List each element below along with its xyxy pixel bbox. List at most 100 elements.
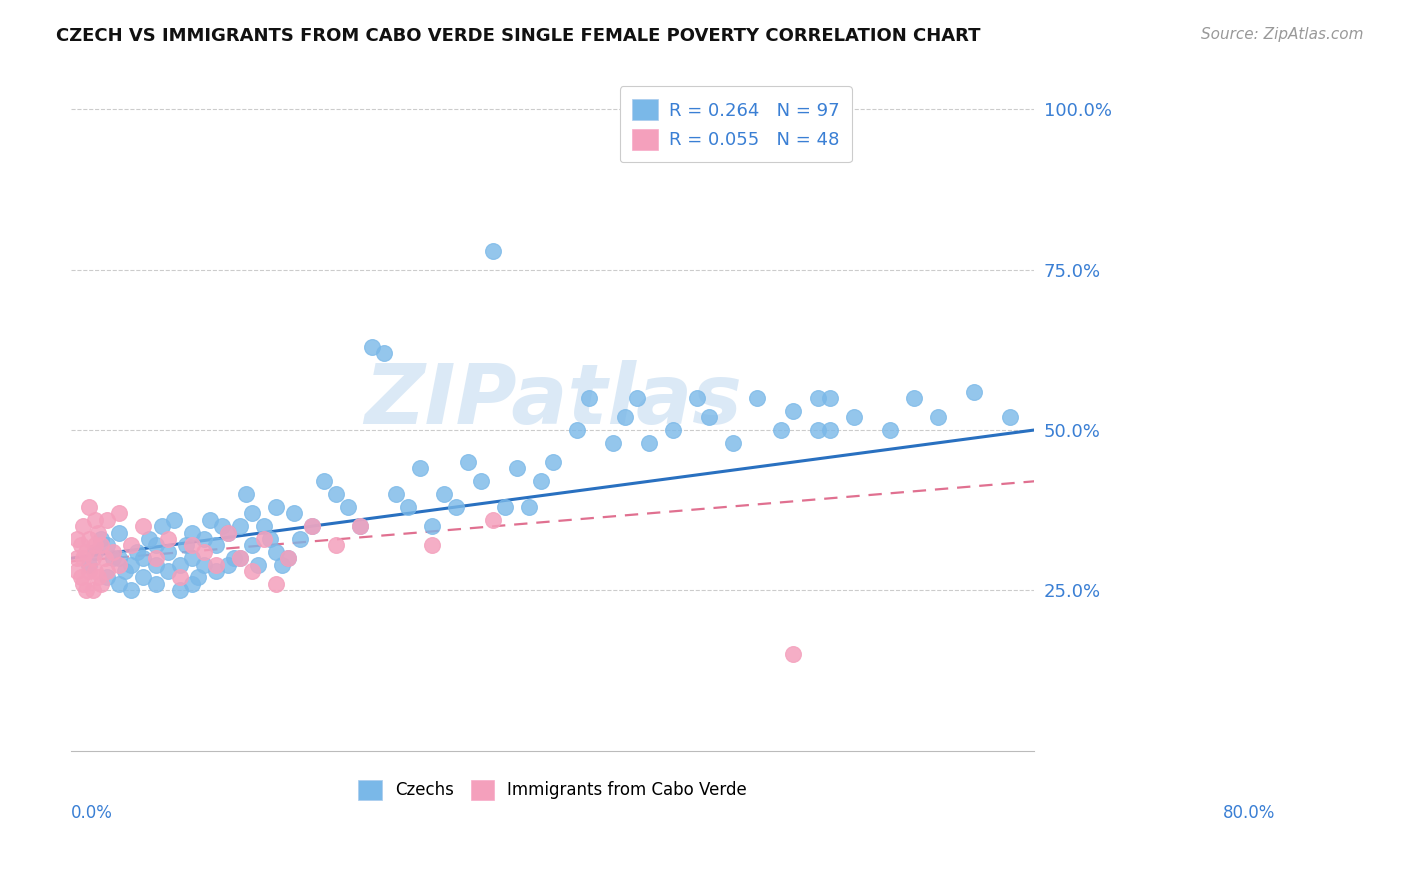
Point bbox=[662, 423, 685, 437]
Point bbox=[75, 583, 97, 598]
Point bbox=[288, 532, 311, 546]
Point bbox=[517, 500, 540, 514]
Text: 0.0%: 0.0% bbox=[72, 805, 112, 822]
Point bbox=[87, 525, 110, 540]
Point bbox=[229, 551, 252, 566]
Point bbox=[138, 532, 160, 546]
Point bbox=[75, 545, 97, 559]
Point bbox=[108, 558, 131, 572]
Point bbox=[84, 513, 107, 527]
Point bbox=[283, 507, 305, 521]
Point bbox=[240, 507, 263, 521]
Point bbox=[270, 558, 292, 572]
Point bbox=[253, 519, 276, 533]
Point bbox=[470, 475, 492, 489]
Point bbox=[180, 525, 202, 540]
Point bbox=[94, 551, 117, 566]
Point bbox=[578, 391, 600, 405]
Point bbox=[217, 525, 239, 540]
Point bbox=[145, 538, 167, 552]
Point bbox=[259, 532, 281, 546]
Point bbox=[361, 340, 384, 354]
Point bbox=[79, 532, 101, 546]
Point bbox=[84, 545, 107, 559]
Point bbox=[87, 570, 110, 584]
Point bbox=[204, 538, 226, 552]
Point bbox=[90, 532, 112, 546]
Point bbox=[84, 564, 107, 578]
Point bbox=[301, 519, 323, 533]
Point bbox=[686, 391, 709, 405]
Point bbox=[697, 410, 720, 425]
Point bbox=[806, 423, 828, 437]
Point bbox=[349, 519, 371, 533]
Point bbox=[120, 583, 142, 598]
Point bbox=[613, 410, 636, 425]
Text: 80.0%: 80.0% bbox=[1223, 805, 1275, 822]
Point bbox=[187, 570, 209, 584]
Point bbox=[222, 551, 245, 566]
Point bbox=[132, 519, 155, 533]
Point bbox=[150, 519, 173, 533]
Point bbox=[211, 519, 233, 533]
Point bbox=[103, 551, 125, 566]
Point bbox=[963, 384, 986, 399]
Point bbox=[169, 583, 191, 598]
Point bbox=[337, 500, 360, 514]
Point bbox=[998, 410, 1021, 425]
Point bbox=[240, 538, 263, 552]
Point bbox=[156, 532, 179, 546]
Point bbox=[264, 500, 287, 514]
Point bbox=[156, 564, 179, 578]
Point bbox=[879, 423, 901, 437]
Point bbox=[156, 545, 179, 559]
Point bbox=[114, 564, 136, 578]
Point bbox=[82, 583, 104, 598]
Point bbox=[193, 532, 215, 546]
Point bbox=[145, 577, 167, 591]
Point bbox=[66, 564, 89, 578]
Text: CZECH VS IMMIGRANTS FROM CABO VERDE SINGLE FEMALE POVERTY CORRELATION CHART: CZECH VS IMMIGRANTS FROM CABO VERDE SING… bbox=[56, 27, 981, 45]
Point bbox=[433, 487, 456, 501]
Point bbox=[277, 551, 299, 566]
Point bbox=[229, 519, 252, 533]
Point bbox=[638, 435, 661, 450]
Point bbox=[246, 558, 269, 572]
Point bbox=[145, 551, 167, 566]
Point bbox=[446, 500, 468, 514]
Point bbox=[312, 475, 335, 489]
Point bbox=[235, 487, 257, 501]
Point bbox=[325, 538, 347, 552]
Point bbox=[90, 538, 112, 552]
Point bbox=[494, 500, 516, 514]
Point bbox=[169, 558, 191, 572]
Point bbox=[277, 551, 299, 566]
Point bbox=[818, 423, 841, 437]
Point bbox=[70, 538, 93, 552]
Point bbox=[204, 558, 226, 572]
Point bbox=[818, 391, 841, 405]
Point bbox=[602, 435, 624, 450]
Point bbox=[193, 558, 215, 572]
Point bbox=[108, 525, 131, 540]
Point bbox=[70, 570, 93, 584]
Text: ZIPatlas: ZIPatlas bbox=[364, 360, 742, 441]
Point bbox=[132, 570, 155, 584]
Point bbox=[103, 545, 125, 559]
Point bbox=[108, 577, 131, 591]
Point bbox=[90, 577, 112, 591]
Point bbox=[108, 551, 131, 566]
Legend: Czechs, Immigrants from Cabo Verde: Czechs, Immigrants from Cabo Verde bbox=[349, 771, 756, 810]
Point bbox=[409, 461, 432, 475]
Point bbox=[169, 570, 191, 584]
Point bbox=[626, 391, 648, 405]
Point bbox=[842, 410, 865, 425]
Point bbox=[422, 538, 444, 552]
Point bbox=[79, 564, 101, 578]
Point bbox=[108, 507, 131, 521]
Point bbox=[927, 410, 949, 425]
Point bbox=[162, 513, 184, 527]
Point bbox=[72, 577, 94, 591]
Point bbox=[79, 500, 101, 514]
Point bbox=[747, 391, 769, 405]
